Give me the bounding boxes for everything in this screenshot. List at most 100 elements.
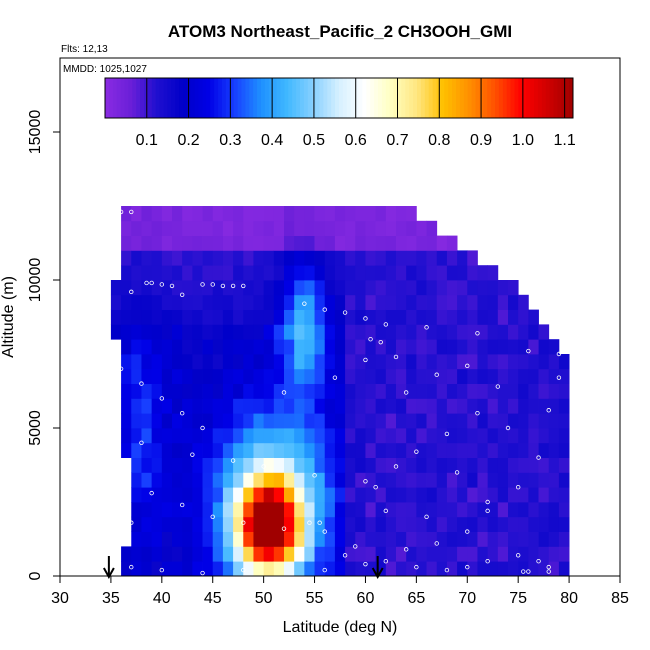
heatmap-cell <box>406 220 417 236</box>
heatmap-cell <box>222 487 234 503</box>
heatmap-cell <box>141 398 153 414</box>
heatmap-cell <box>253 383 265 399</box>
x-tick-label: 85 <box>611 590 629 607</box>
heatmap-cell <box>446 502 458 518</box>
heatmap-cell <box>141 309 153 325</box>
heatmap-cell <box>508 561 519 577</box>
heatmap-cell <box>233 339 244 355</box>
colorbar-swatch <box>553 78 558 118</box>
heatmap-cell <box>243 206 254 222</box>
track-point <box>546 569 551 574</box>
heatmap-cell <box>151 309 163 325</box>
heatmap-cell <box>192 472 203 488</box>
heatmap-cell <box>548 428 560 444</box>
colorbar-swatch <box>374 78 379 118</box>
colorbar-swatch <box>370 78 375 118</box>
heatmap-cell <box>324 250 336 266</box>
heatmap-cell <box>304 472 315 488</box>
heatmap-cell <box>172 206 183 222</box>
x-tick-label: 75 <box>509 590 527 607</box>
heatmap-cell <box>355 531 366 547</box>
heatmap-cell <box>284 398 295 414</box>
track-point <box>363 357 368 363</box>
colorbar-swatch <box>136 78 141 118</box>
heatmap-cell <box>396 324 407 340</box>
heatmap-cell <box>426 235 438 251</box>
heatmap-cell <box>324 531 336 547</box>
heatmap-cell <box>151 546 163 562</box>
colorbar-swatch <box>225 78 231 118</box>
heatmap-cell <box>528 428 539 444</box>
heatmap-cell <box>345 516 356 532</box>
colorbar-swatch <box>393 78 398 118</box>
heatmap-cell <box>558 561 570 577</box>
heatmap-cell <box>202 235 214 251</box>
heatmap-cell <box>477 442 489 458</box>
heatmap-cell <box>355 502 366 518</box>
heatmap-cell <box>528 516 539 532</box>
heatmap-cell <box>161 324 173 340</box>
heatmap-cell <box>161 383 173 399</box>
heatmap-cell <box>182 442 193 458</box>
heatmap-cell <box>508 339 519 355</box>
heatmap-cell <box>538 561 550 577</box>
heatmap-cell <box>182 368 193 384</box>
heatmap-cell <box>446 428 458 444</box>
heatmap-cell <box>182 561 193 577</box>
heatmap-cell <box>202 531 214 547</box>
heatmap-cell <box>538 354 550 370</box>
heatmap-cell <box>161 206 173 222</box>
heatmap-cell <box>365 206 377 222</box>
heatmap-cell <box>202 354 214 370</box>
heatmap-cell <box>436 413 448 429</box>
heatmap-cell <box>558 487 570 503</box>
heatmap-cell <box>110 280 122 296</box>
heatmap-cell <box>324 472 336 488</box>
heatmap-cell <box>273 531 285 547</box>
heatmap-cell <box>385 265 397 281</box>
colorbar-swatch <box>409 78 414 118</box>
colorbar: 0.1 0.2 0.3 0.4 0.5 0.6 0.7 0.8 0.9 1.0 1.1 <box>104 77 576 149</box>
heatmap-cell <box>212 428 224 444</box>
heatmap-cell <box>528 531 539 547</box>
heatmap-cell <box>487 428 499 444</box>
colorbar-swatch <box>183 78 188 118</box>
heatmap-cell <box>202 413 214 429</box>
heatmap-cell <box>375 309 387 325</box>
heatmap-cell <box>467 250 478 266</box>
heatmap-cell <box>284 265 295 281</box>
heatmap-cell <box>406 531 417 547</box>
heatmap-cell <box>457 531 468 547</box>
heatmap-cell <box>518 487 529 503</box>
heatmap-cell <box>558 383 570 399</box>
heatmap-cell <box>518 324 529 340</box>
heatmap-cell <box>334 235 346 251</box>
heatmap-cell <box>426 442 438 458</box>
heatmap-cell <box>304 220 315 236</box>
heatmap-cell <box>253 309 265 325</box>
heatmap-cell <box>212 502 224 518</box>
colorbar-swatch <box>284 78 289 118</box>
heatmap-cell <box>151 206 163 222</box>
track-point <box>505 224 511 229</box>
heatmap-cell <box>375 206 387 222</box>
heatmap-cell <box>284 324 295 340</box>
heatmap-cell <box>161 220 173 236</box>
heatmap-cell <box>355 442 366 458</box>
heatmap-cell <box>396 354 407 370</box>
colorbar-swatch <box>179 78 184 118</box>
heatmap-cell <box>263 561 275 577</box>
heatmap-cell <box>233 428 244 444</box>
heatmap-cell <box>416 531 427 547</box>
heatmap-cell <box>202 428 214 444</box>
heatmap-cell <box>314 413 326 429</box>
heatmap-cell <box>161 265 173 281</box>
colorbar-swatch <box>440 78 445 118</box>
heatmap-cell <box>294 442 305 458</box>
heatmap-cell <box>172 339 183 355</box>
heatmap-cell <box>334 383 346 399</box>
heatmap-cell <box>192 294 203 310</box>
heatmap-cell <box>324 383 336 399</box>
heatmap-cell <box>233 220 244 236</box>
heatmap-cell <box>294 398 305 414</box>
